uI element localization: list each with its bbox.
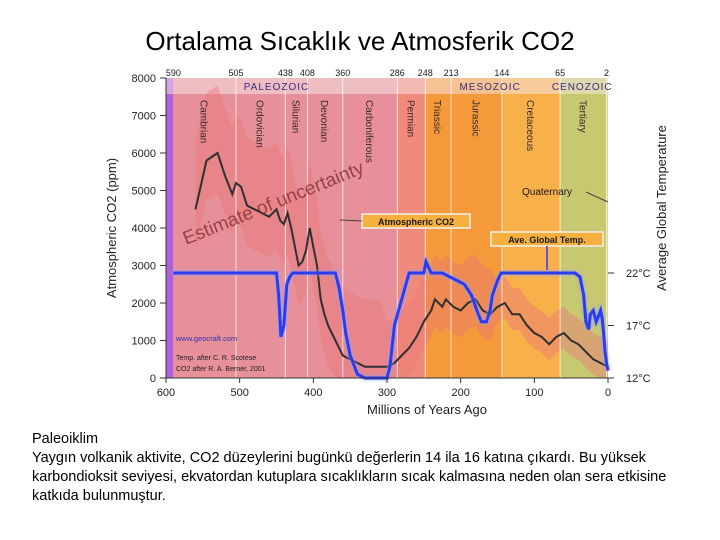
x-tick-label: 200 [451, 387, 469, 399]
annotation-temp-label: Ave. Global Temp. [508, 235, 586, 245]
top-age-label: 505 [228, 68, 243, 78]
y-tick-label: 4000 [132, 223, 156, 235]
uncertainty-envelope [195, 85, 608, 378]
x-tick-label: 0 [605, 387, 611, 399]
period-label: Tertiary [576, 100, 587, 133]
temp-tick-label: 17°C [626, 321, 651, 333]
top-age-label: 65 [555, 68, 565, 78]
caption: Paleoiklim Yaygın volkanik aktivite, CO2… [32, 430, 692, 506]
top-age-label: 360 [335, 68, 350, 78]
top-age-label: 408 [300, 68, 315, 78]
x-tick-label: 600 [157, 387, 175, 399]
y-tick-label: 0 [150, 373, 156, 385]
period-label: Cretaceous [524, 100, 535, 151]
period-label: Permian [404, 100, 415, 137]
top-age-label: 144 [494, 68, 509, 78]
leftbar-band [166, 78, 174, 378]
period-band-9 [560, 78, 607, 378]
period-band-quaternary [606, 78, 608, 378]
credit-temp: Temp. after C. R. Scotese [176, 355, 256, 362]
period-label: Ordovician [254, 100, 265, 148]
temp-tick-label: 22°C [626, 268, 651, 280]
era-header-strip [166, 78, 608, 94]
era-label: PALEOZOIC [244, 82, 310, 93]
y-axis-title-right: Average Global Temperature [654, 125, 669, 291]
caption-heading: Paleoiklim [32, 431, 99, 447]
era-label: CENOZOIC [552, 82, 613, 93]
top-age-label: 438 [278, 68, 293, 78]
x-tick-label: 100 [525, 387, 543, 399]
period-band-0 [173, 78, 236, 378]
period-band-8 [501, 78, 561, 378]
annotation-co2-arrow [339, 219, 363, 222]
annotation-co2-label: Atmospheric CO2 [378, 217, 454, 227]
top-age-label: 2 [604, 68, 609, 78]
y-tick-label: 2000 [132, 298, 156, 310]
temp-tick-label: 12°C [626, 373, 651, 385]
y-tick-label: 6000 [132, 148, 156, 160]
x-tick-label: 300 [378, 387, 396, 399]
credit-co2: CO2 after R. A. Berner, 2001 [176, 366, 266, 373]
era-label: MESOZOIC [459, 82, 520, 93]
period-label: Triassic [431, 100, 442, 134]
period-label: Cambrian [198, 100, 209, 143]
chart-svg: 590 505 438 408 360 286 248 213 144 65 2 PALEOZOIC M… [104, 68, 669, 417]
period-band-2 [285, 78, 308, 378]
period-band-1 [235, 78, 286, 378]
period-label: Devonian [318, 100, 329, 142]
temp-series-line [173, 256, 610, 380]
top-age-label: 286 [390, 68, 405, 78]
x-tick-label: 400 [304, 387, 322, 399]
period-label: Jurassic [470, 100, 481, 137]
credit-website: www.geocraft.com [175, 334, 237, 343]
period-band-3 [307, 78, 343, 378]
annotation-quaternary-arrow [585, 191, 609, 203]
y-tick-label: 7000 [132, 111, 156, 123]
paleoclimate-chart: 590 505 438 408 360 286 248 213 144 65 2 PALEOZOIC M… [100, 62, 672, 428]
y-tick-label: 3000 [132, 261, 156, 273]
top-age-label: 590 [166, 68, 181, 78]
y-axis-title-left: Atmospheric CO2 (ppm) [104, 158, 119, 298]
annotation-quaternary: Quaternary [522, 187, 572, 198]
co2-series-line [194, 151, 609, 368]
x-tick-label: 500 [230, 387, 248, 399]
x-axis-title: Millions of Years Ago [367, 402, 487, 417]
y-tick-label: 5000 [132, 186, 156, 198]
top-age-label: 248 [418, 68, 433, 78]
y-tick-label: 1000 [132, 336, 156, 348]
period-label: Silurian [289, 100, 300, 133]
top-age-label: 213 [444, 68, 459, 78]
y-tick-label: 8000 [132, 73, 156, 85]
slide-title: Ortalama Sıcaklık ve Atmosferik CO2 [145, 26, 575, 56]
period-label: Carboniferous [363, 100, 374, 163]
caption-body: Yaygın volkanik aktivite, CO2 düzeylerin… [32, 450, 667, 504]
